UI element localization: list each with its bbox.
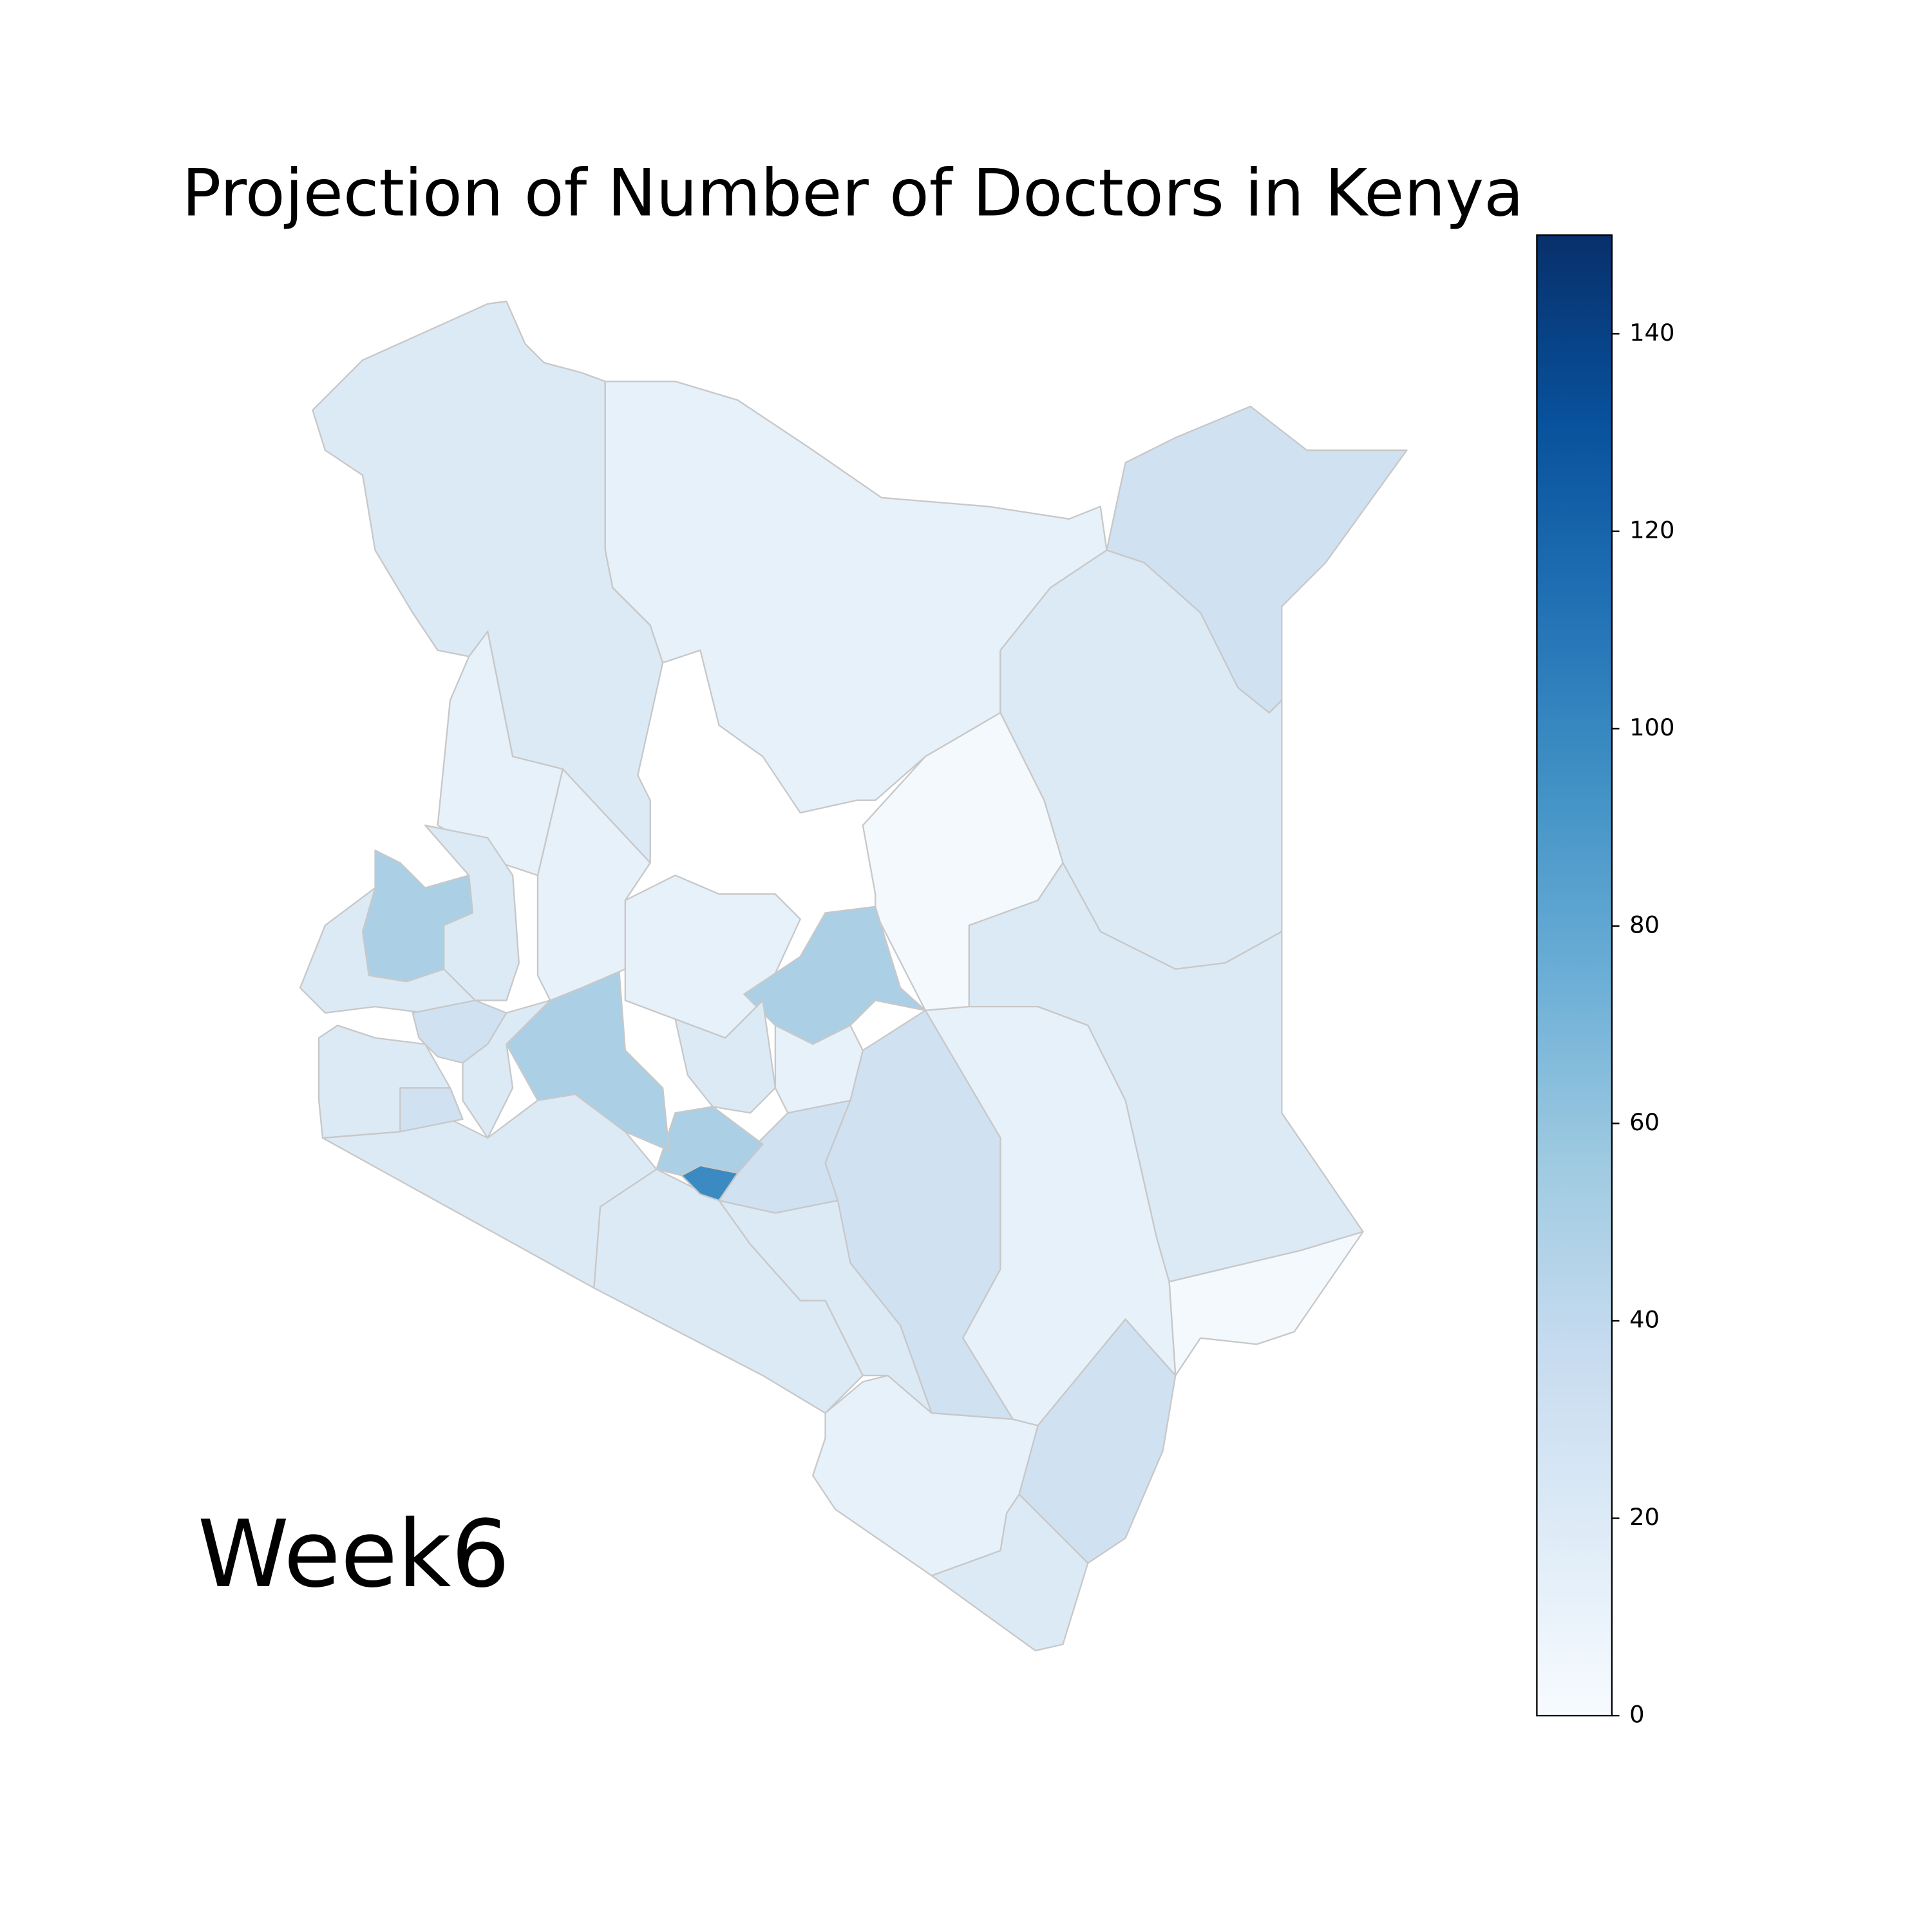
colorbar-fill: [1536, 234, 1613, 1717]
colorbar: 0 20 40 60 80 100 120 140: [1536, 234, 1674, 1728]
county-region: [1168, 1231, 1364, 1377]
chart-title: Projection of Number of Doctors in Kenya: [182, 155, 1524, 231]
colorbar-tick-label: 0: [1629, 1701, 1644, 1728]
colorbar-tick-label: 140: [1629, 319, 1674, 346]
county-region: [312, 300, 664, 864]
colorbar-tick-label: 100: [1629, 714, 1674, 741]
county-region: [774, 1025, 864, 1114]
colorbar-tick-label: 120: [1629, 516, 1674, 544]
county-region: [399, 1087, 464, 1133]
map: [299, 300, 1408, 1652]
colorbar-tick-label: 80: [1629, 911, 1660, 938]
county-region: [674, 999, 777, 1114]
colorbar-tick-label: 60: [1629, 1108, 1660, 1136]
county-region: [462, 999, 551, 1139]
county-region: [536, 768, 651, 1001]
county-region: [437, 630, 564, 876]
colorbar-tick-label: 20: [1629, 1503, 1660, 1531]
colorbar-tick-label: 40: [1629, 1306, 1660, 1334]
week-label: Week6: [198, 1501, 510, 1608]
county-region: [656, 1106, 764, 1177]
county-region: [299, 887, 477, 1014]
